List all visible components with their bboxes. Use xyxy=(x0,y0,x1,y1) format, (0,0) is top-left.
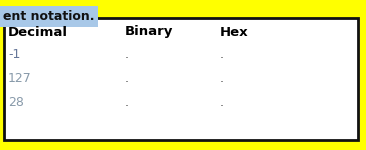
Text: Decimal: Decimal xyxy=(8,26,68,39)
Text: -1: -1 xyxy=(8,48,20,60)
Text: .: . xyxy=(125,96,129,108)
Text: .: . xyxy=(125,72,129,84)
Text: Hex: Hex xyxy=(220,26,249,39)
Text: ent notation.: ent notation. xyxy=(3,10,94,23)
Bar xyxy=(4,18,358,140)
Text: 127: 127 xyxy=(8,72,32,84)
Text: Binary: Binary xyxy=(125,26,173,39)
Text: .: . xyxy=(220,96,224,108)
Text: .: . xyxy=(125,48,129,60)
Text: 28: 28 xyxy=(8,96,24,108)
Text: .: . xyxy=(220,48,224,60)
Text: .: . xyxy=(220,72,224,84)
